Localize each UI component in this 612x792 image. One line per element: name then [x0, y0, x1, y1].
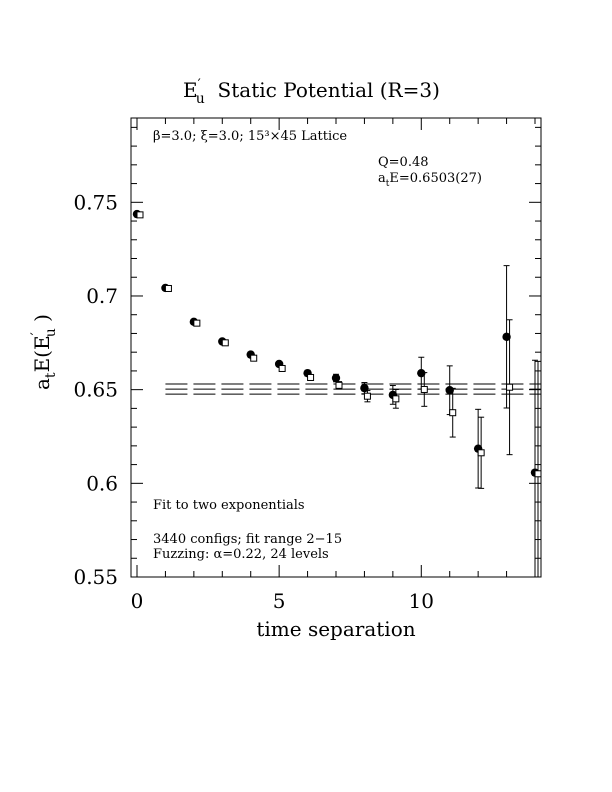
data-point-square: [420, 385, 428, 393]
data-point-square: [392, 395, 400, 403]
data-point-square: [164, 284, 172, 292]
ylabel-end: ): [30, 314, 54, 328]
y-tick-label: 0.6: [86, 471, 118, 495]
data-point-square: [136, 211, 144, 219]
chart-title: E′ u Static Potential (R=3): [183, 77, 440, 107]
data-point-square: [506, 383, 514, 391]
data-point-square: [221, 339, 229, 347]
title-rest: Static Potential (R=3): [205, 78, 440, 102]
energy-t: t: [386, 179, 390, 189]
x-tick-label: 0: [131, 589, 144, 613]
q-annotation: Q=0.48: [378, 155, 429, 170]
ylabel-sub: t: [43, 372, 59, 378]
ylabel-sub2: u: [43, 328, 59, 337]
energy-rest: E=0.6503(27): [389, 171, 482, 186]
fit-annotation: Fit to two exponentials: [153, 498, 305, 513]
data-point-square: [534, 470, 542, 478]
y-tick-label: 0.75: [73, 190, 118, 214]
energy-annotation: atE=0.6503(27): [378, 171, 482, 189]
ylabel-main: a: [30, 378, 54, 390]
x-tick-label: 5: [273, 589, 286, 613]
y-tick-label: 0.55: [73, 565, 118, 589]
data-point-square: [193, 319, 201, 327]
data-point-circle: [331, 373, 341, 383]
data-point-square: [477, 449, 485, 457]
data-point-square: [307, 373, 315, 381]
data-points: [132, 209, 542, 578]
y-tick-label: 0.65: [73, 378, 118, 402]
title-prime: ′: [198, 77, 201, 93]
configs-annotation: 3440 configs; fit range 2−15: [153, 532, 342, 547]
ylabel-rest: E(E: [30, 335, 54, 372]
y-tick-label: 0.7: [86, 284, 118, 308]
data-point-circle: [417, 368, 426, 378]
data-point-square: [449, 409, 457, 417]
title-main: E: [183, 78, 198, 102]
x-tick-label: 10: [409, 589, 434, 613]
data-point-square: [335, 381, 343, 389]
energy-a: a: [378, 171, 386, 186]
axis-ticks: 0 5 10 0.55 0.6 0.65 0.7 0.75: [73, 118, 541, 613]
ylabel-prime: ′: [29, 332, 45, 335]
data-point-square: [278, 364, 286, 372]
x-axis-label: time separation: [256, 617, 415, 641]
title-sub: u: [196, 91, 205, 107]
data-point-square: [363, 392, 371, 400]
data-point-square: [250, 354, 258, 362]
fit-lines: [165, 383, 541, 395]
lattice-annotation: β=3.0; ξ=3.0; 15³×45 Lattice: [153, 129, 347, 144]
y-axis-label: atE(E′u ): [29, 314, 59, 390]
data-point-circle: [502, 332, 511, 342]
fuzzing-annotation: Fuzzing: α=0.22, 24 levels: [153, 547, 329, 562]
